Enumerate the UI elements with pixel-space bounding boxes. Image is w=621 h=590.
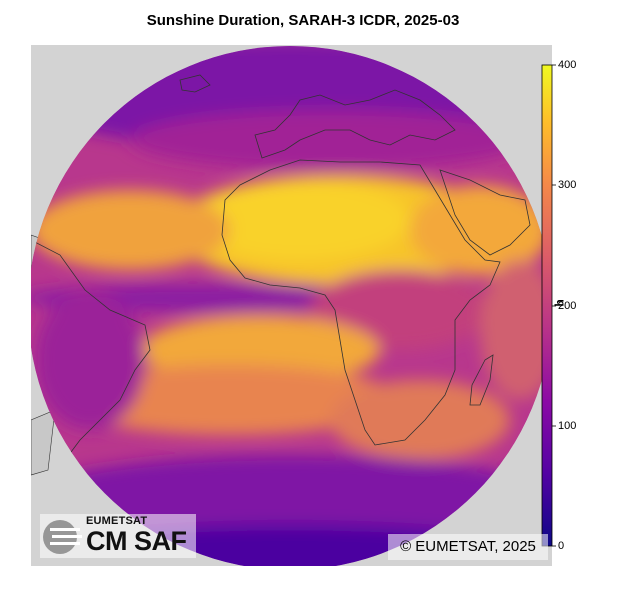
colorbar-tick-label: 0: [558, 540, 565, 552]
map-title: Sunshine Duration, SARAH-3 ICDR, 2025-03: [146, 12, 460, 29]
colorbar-tick-label: 200: [558, 300, 577, 312]
colorbar: [541, 64, 553, 547]
colorbar-tick-label: 400: [558, 59, 577, 71]
outside-land: [31, 409, 56, 476]
colorbar-tick-label: 100: [558, 420, 577, 432]
copyright-notice: © EUMETSAT, 2025: [388, 534, 548, 560]
cmsaf-logo: EUMETSAT CM SAF: [40, 514, 196, 558]
colorbar-tick-label: 300: [558, 179, 577, 191]
colorbar-ticks: [552, 64, 556, 547]
logo-product-text: CM SAF: [86, 526, 187, 556]
logo-org-text: EUMETSAT: [86, 515, 148, 527]
colorbar-unit-label: h: [552, 299, 567, 307]
